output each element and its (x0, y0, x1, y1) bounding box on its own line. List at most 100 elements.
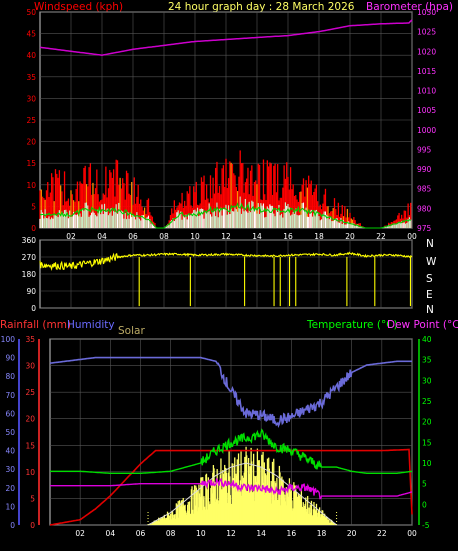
wind-tick-label: 35 (26, 73, 36, 82)
humidity-tick-label: 40 (5, 447, 15, 456)
rain-time-label: 04 (106, 529, 116, 538)
rain-time-label: 10 (196, 529, 206, 538)
rain-time-label: 08 (166, 529, 176, 538)
wind-time-label: 04 (97, 232, 107, 241)
humidity-tick-label: 100 (1, 335, 16, 344)
rain-tick-labels: 010203040506070809010005101520253035-505… (1, 335, 432, 538)
wind-tick-label: 45 (26, 30, 36, 39)
wind-tick-label: 30 (26, 94, 36, 103)
wind-time-label: 06 (128, 232, 138, 241)
rain-time-label: 06 (136, 529, 146, 538)
compass-label-s: S (426, 273, 433, 285)
humidity-tick-label: 60 (5, 409, 15, 418)
rainfall-tick-label: 25 (25, 388, 35, 397)
barometer-tick-label: 975 (417, 224, 432, 233)
barometer-tick-label: 985 (417, 185, 432, 194)
temperature-line (50, 428, 413, 474)
direction-tick-labels: 0 90 180 270 360 (22, 236, 37, 313)
temperature-tick-label: 20 (422, 418, 432, 427)
temperature-tick-label: -5 (422, 521, 430, 530)
windspeed-axis-title: Windspeed (kph) (34, 1, 123, 13)
barometer-tick-label: 1015 (417, 67, 436, 76)
wind-tick-label: 40 (26, 51, 36, 60)
barometer-tick-label: 1000 (417, 126, 436, 135)
dewpoint-line (50, 478, 413, 500)
rainfall-tick-label: 5 (30, 494, 35, 503)
direction-tick-label: 180 (22, 270, 37, 279)
humidity-tick-label: 50 (5, 428, 15, 437)
wind-time-label: 22 (376, 232, 386, 241)
wind-average-line (39, 202, 411, 229)
wind-time-label: 12 (221, 232, 231, 241)
wind-direction-panel: 0 90 180 270 360 N W S E N (22, 236, 437, 316)
temperature-axis-title: Temperature (°C) (306, 319, 398, 331)
rain-time-label: 12 (226, 529, 236, 538)
barometer-tick-label: 1025 (417, 28, 436, 37)
direction-tick-label: 360 (22, 236, 37, 245)
humidity-tick-label: 20 (5, 484, 15, 493)
wind-barometer-panel: 0510152025303540455097598098599099510001… (26, 8, 436, 241)
barometer-tick-label: 1030 (417, 8, 436, 17)
solar-max-line (147, 462, 337, 526)
direction-line (39, 251, 413, 271)
direction-marks (39, 251, 413, 307)
rain-time-label: 16 (287, 529, 297, 538)
rain-time-label: 00 (407, 529, 417, 538)
wind-marks (39, 19, 413, 229)
rain-marks (49, 356, 413, 526)
humidity-tick-label: 90 (5, 354, 15, 363)
wind-time-label: 10 (190, 232, 200, 241)
compass-label-n-bottom: N (426, 304, 434, 316)
wind-tick-label: 10 (26, 181, 36, 190)
rain-time-label: 18 (317, 529, 327, 538)
temperature-tick-label: 5 (422, 480, 427, 489)
compass-label-w: W (426, 256, 437, 268)
temperature-tick-label: 40 (422, 335, 432, 344)
humidity-line (49, 356, 412, 428)
humidity-tick-label: 80 (5, 372, 15, 381)
temperature-tick-label: 25 (422, 397, 432, 406)
wind-time-label: 18 (314, 232, 324, 241)
wind-tick-label: 25 (26, 116, 36, 125)
wind-time-label: 16 (283, 232, 293, 241)
rainfall-axis-title: Rainfall (mm) (0, 319, 71, 331)
wind-tick-label: 20 (26, 138, 36, 147)
direction-tick-label: 90 (26, 287, 36, 296)
barometer-tick-label: 1005 (417, 106, 436, 115)
rainfall-line (49, 448, 413, 526)
barometer-tick-label: 990 (417, 165, 432, 174)
compass-label-e: E (426, 289, 433, 301)
wind-time-label: 02 (66, 232, 76, 241)
barometer-tick-label: 995 (417, 145, 432, 154)
rainfall-tick-label: 0 (30, 521, 35, 530)
barometer-tick-label: 1010 (417, 87, 436, 96)
wind-time-label: 14 (252, 232, 262, 241)
humidity-tick-label: 30 (5, 465, 15, 474)
rain-time-label: 22 (377, 529, 387, 538)
compass-label-n-top: N (426, 238, 434, 250)
wind-time-label: 08 (159, 232, 169, 241)
chart-title: 24 hour graph day : 28 March 2026 (168, 1, 355, 13)
temperature-axis-bar (418, 339, 420, 525)
wind-time-label: 00 (407, 232, 417, 241)
rainfall-tick-label: 20 (25, 415, 35, 424)
rain-time-label: 02 (75, 529, 85, 538)
rainfall-tick-label: 10 (25, 468, 35, 477)
humidity-axis-bar (18, 339, 20, 525)
wind-tick-labels: 0510152025303540455097598098599099510001… (26, 8, 436, 241)
wind-tick-label: 5 (31, 202, 36, 211)
direction-grid (40, 239, 413, 309)
dewpoint-axis-title: Dew Point (°C) (387, 319, 458, 331)
barometer-axis-title: Barometer (hpa) (366, 1, 453, 13)
rain-time-label: 20 (347, 529, 357, 538)
solar-label: Solar (118, 325, 145, 337)
temperature-tick-label: 10 (422, 459, 432, 468)
rain-time-label: 14 (256, 529, 266, 538)
wind-time-label: 20 (345, 232, 355, 241)
humidity-tick-label: 10 (5, 502, 15, 511)
barometer-tick-label: 980 (417, 204, 432, 213)
temperature-tick-label: 30 (422, 376, 432, 385)
direction-tick-label: 270 (22, 253, 37, 262)
temperature-tick-label: 15 (422, 438, 432, 447)
